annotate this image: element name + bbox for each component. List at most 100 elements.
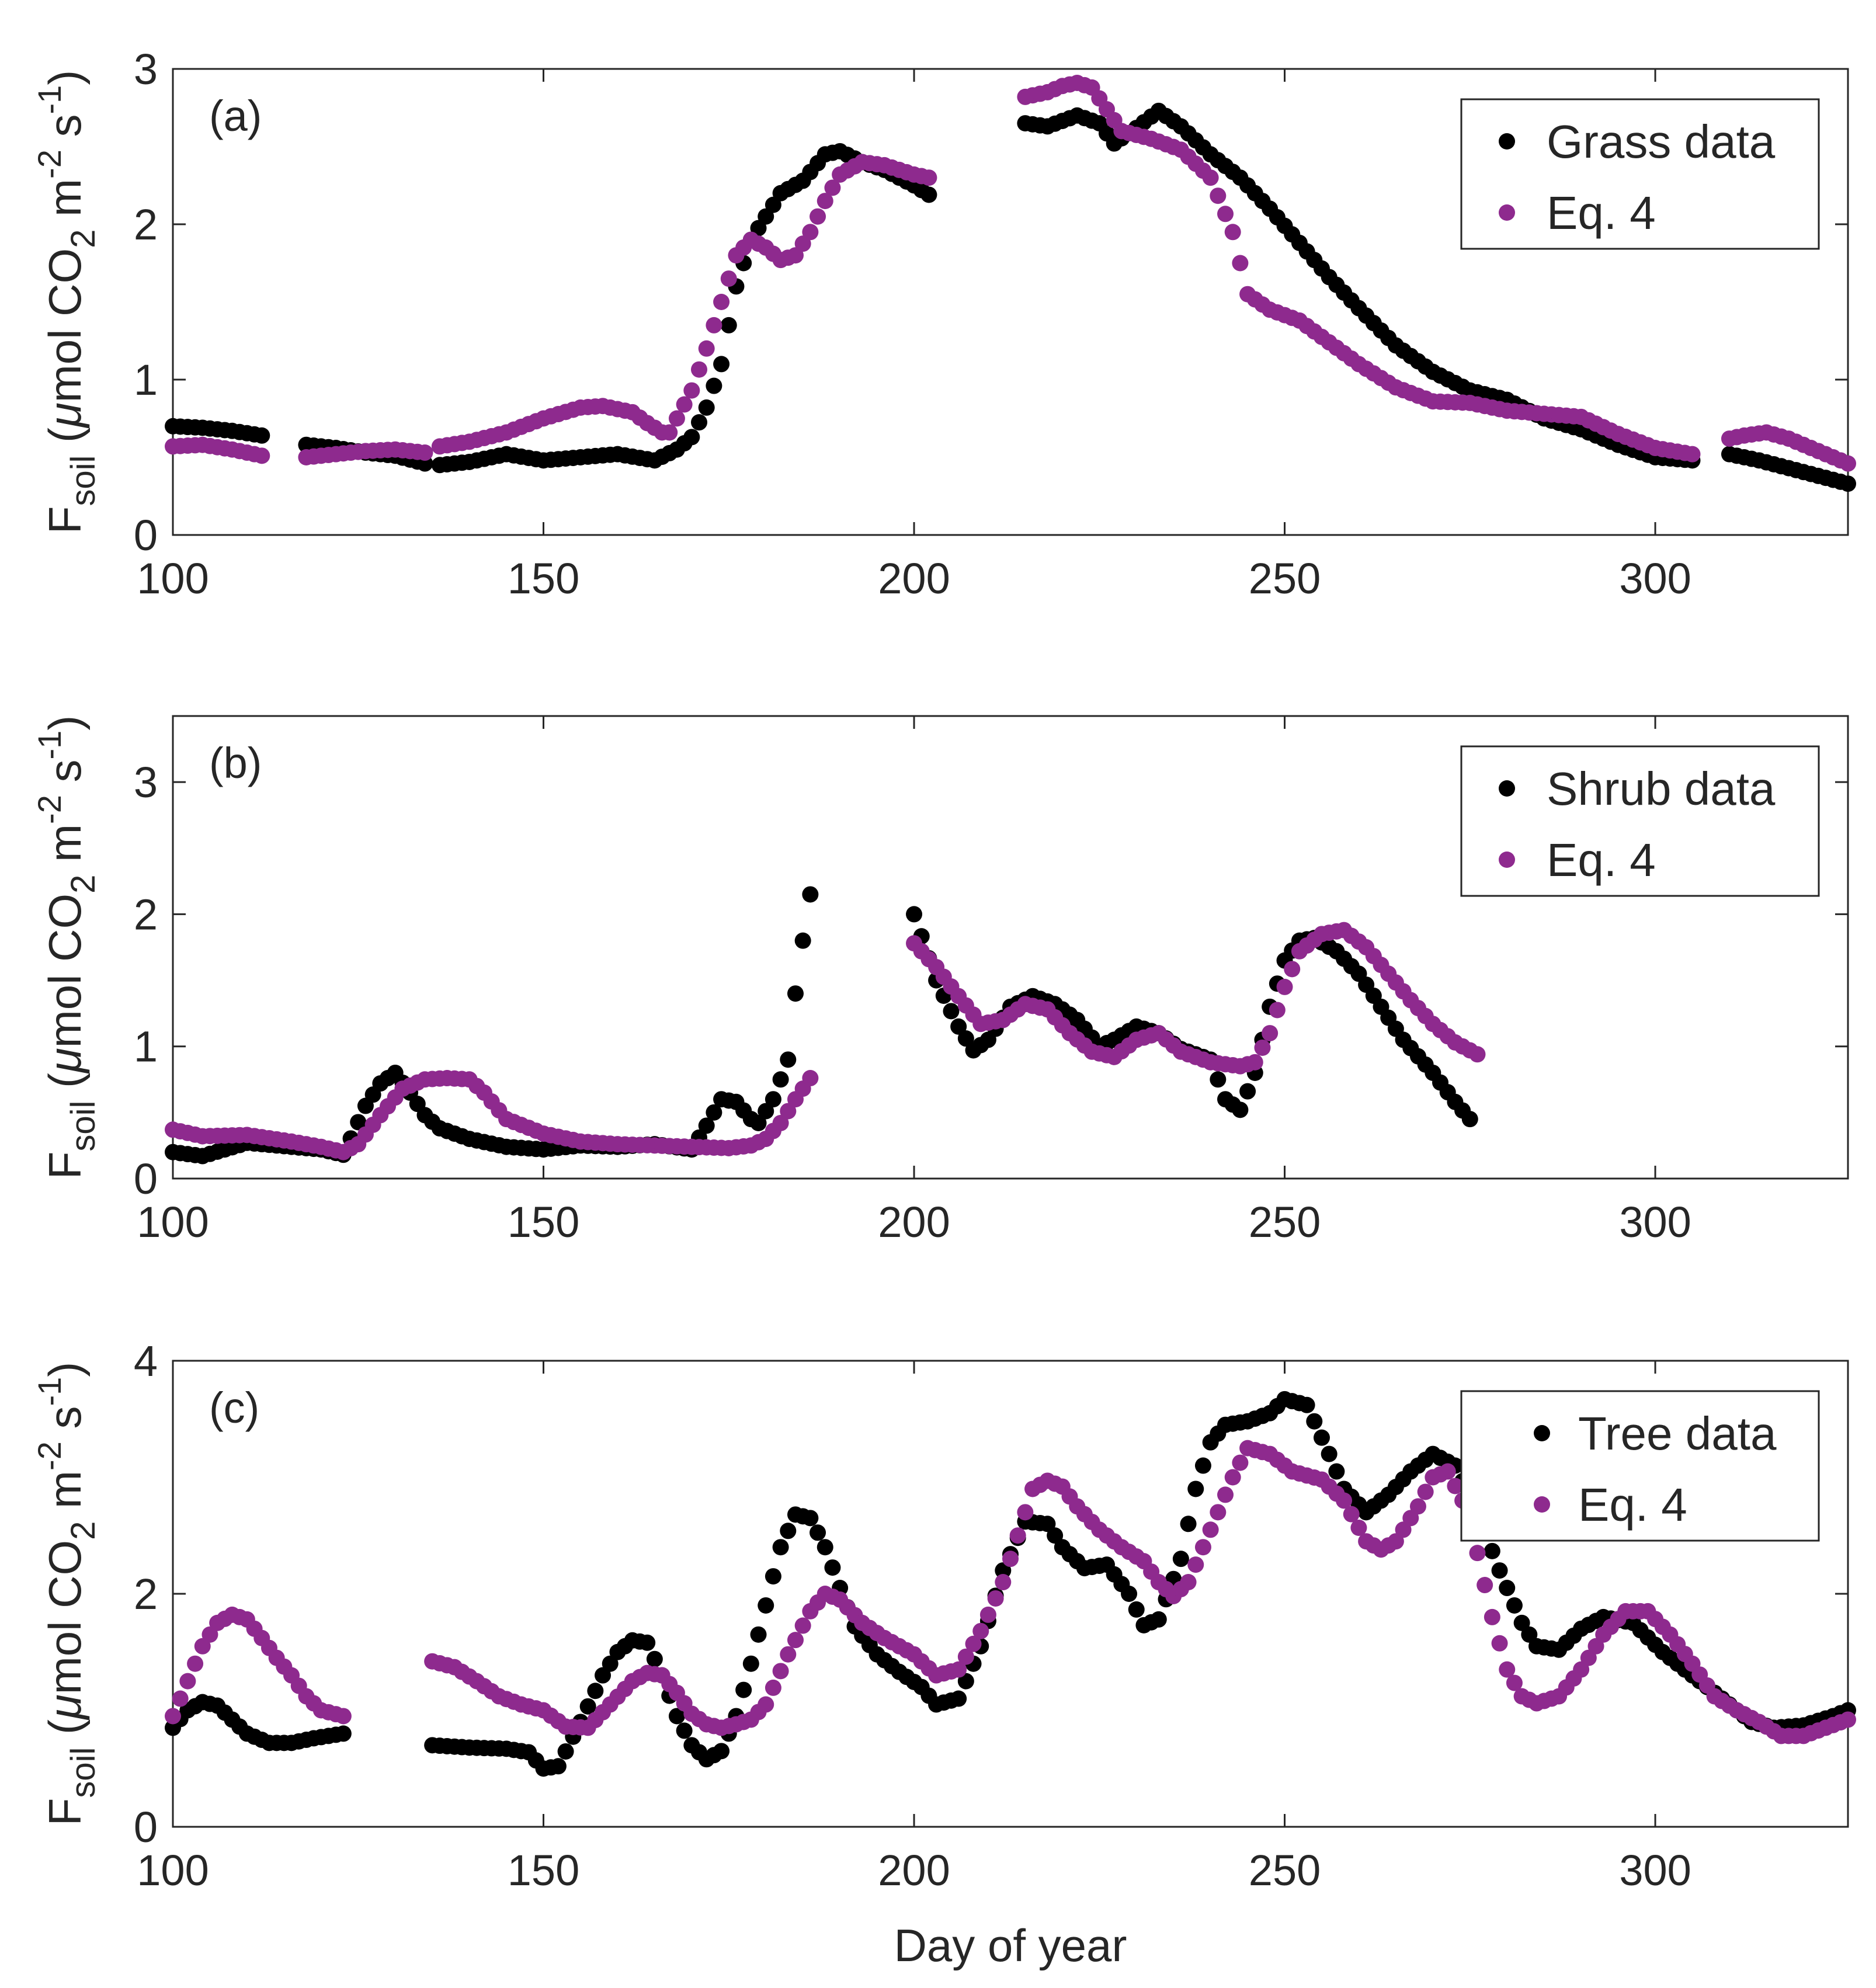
data-point <box>802 1510 819 1527</box>
data-point <box>1232 1101 1249 1118</box>
legend-label: Eq. 4 <box>1578 1479 1687 1531</box>
data-point <box>765 1568 781 1585</box>
data-point <box>943 1003 960 1020</box>
data-point <box>1499 1580 1516 1597</box>
data-point <box>965 1635 982 1652</box>
data-point <box>787 247 804 264</box>
data-point <box>758 208 774 225</box>
y-title-F: F <box>39 1798 91 1826</box>
data-point <box>957 1648 974 1665</box>
data-point <box>676 396 693 413</box>
data-point <box>802 224 819 241</box>
data-point <box>1491 1635 1508 1652</box>
data-point <box>780 1051 797 1068</box>
y-title-paren: ( <box>39 428 91 456</box>
data-point <box>1009 1527 1026 1544</box>
y-title-sup-s: -1 <box>31 1377 68 1406</box>
data-point <box>824 179 841 196</box>
legend-label: Eq. 4 <box>1547 834 1656 886</box>
legend-label: Grass data <box>1547 116 1776 168</box>
data-point <box>350 1114 367 1131</box>
y-title-sup-m: -2 <box>31 150 68 179</box>
data-point <box>735 1681 752 1698</box>
data-point <box>987 1590 1004 1607</box>
data-point <box>1343 1506 1360 1523</box>
data-point <box>950 1661 967 1678</box>
data-point <box>1506 1597 1523 1614</box>
data-point <box>683 429 700 446</box>
data-point <box>1180 1516 1197 1532</box>
y-title-mol: mol CO <box>39 1540 91 1694</box>
data-point <box>1202 169 1219 186</box>
data-point <box>1328 1463 1345 1480</box>
x-tick-label: 300 <box>1619 554 1691 603</box>
data-point <box>1469 1545 1486 1562</box>
data-point <box>1210 187 1227 204</box>
data-point <box>1217 1486 1234 1503</box>
data-point <box>579 1698 596 1715</box>
x-tick-label: 150 <box>508 1846 579 1895</box>
data-point <box>706 317 722 333</box>
data-point <box>1284 961 1301 978</box>
y-title-F: F <box>39 1152 91 1180</box>
y-title-close: ) <box>39 1362 91 1377</box>
data-point <box>1187 1556 1204 1573</box>
data-point <box>787 985 804 1002</box>
data-point <box>950 1690 967 1707</box>
y-tick-label: 2 <box>134 200 158 249</box>
data-point <box>1239 1083 1256 1100</box>
data-point <box>1336 1492 1353 1509</box>
y-tick-label: 2 <box>134 1570 158 1618</box>
data-point <box>1439 1463 1456 1480</box>
data-point <box>742 1655 759 1672</box>
data-point <box>698 1117 715 1134</box>
x-tick-label: 200 <box>878 1846 950 1895</box>
data-point <box>794 1617 811 1634</box>
data-point <box>1484 1542 1500 1559</box>
data-point <box>172 1690 189 1707</box>
y-title-sup-s: -1 <box>31 85 68 114</box>
data-point <box>668 410 685 427</box>
data-point <box>772 1539 789 1556</box>
data-point <box>1573 1661 1590 1678</box>
data-point <box>1684 446 1701 463</box>
data-point <box>817 193 833 210</box>
y-title-paren: ( <box>39 1719 91 1747</box>
data-point <box>1210 1071 1227 1088</box>
data-point <box>698 340 715 357</box>
data-point <box>1461 1111 1478 1128</box>
data-point <box>906 906 923 923</box>
data-point <box>691 414 708 431</box>
data-point <box>1506 1674 1523 1691</box>
data-point <box>713 356 730 373</box>
data-point <box>1387 1533 1404 1550</box>
y-axis-title: Fsoil (μmol CO2 m-2 s-1) <box>31 1362 102 1826</box>
data-point <box>758 1103 774 1120</box>
data-point <box>1587 1638 1604 1655</box>
x-axis-title: Day of year <box>894 1920 1127 1971</box>
y-tick-label: 0 <box>134 1155 158 1203</box>
data-point <box>1417 1483 1434 1500</box>
data-point <box>765 1091 781 1108</box>
data-point <box>1180 1574 1197 1591</box>
panel-label: (c) <box>209 1384 259 1432</box>
y-title-F: F <box>39 506 91 534</box>
data-point <box>957 1673 974 1690</box>
data-point <box>1350 1519 1367 1536</box>
data-point <box>639 1634 656 1651</box>
legend-marker-model <box>1534 1496 1550 1513</box>
data-point <box>661 424 678 441</box>
data-point <box>1121 1586 1138 1602</box>
data-point <box>335 1708 352 1725</box>
data-point <box>1128 1601 1145 1618</box>
y-title-m: m <box>39 1471 91 1521</box>
data-point <box>817 1539 833 1556</box>
data-point <box>794 932 811 949</box>
panel-label: (a) <box>209 92 262 140</box>
data-point <box>750 220 767 237</box>
y-title-sub-soil: soil <box>64 1747 102 1798</box>
data-point <box>1002 1551 1019 1568</box>
series-model <box>165 922 1486 1160</box>
data-point <box>802 1070 819 1087</box>
